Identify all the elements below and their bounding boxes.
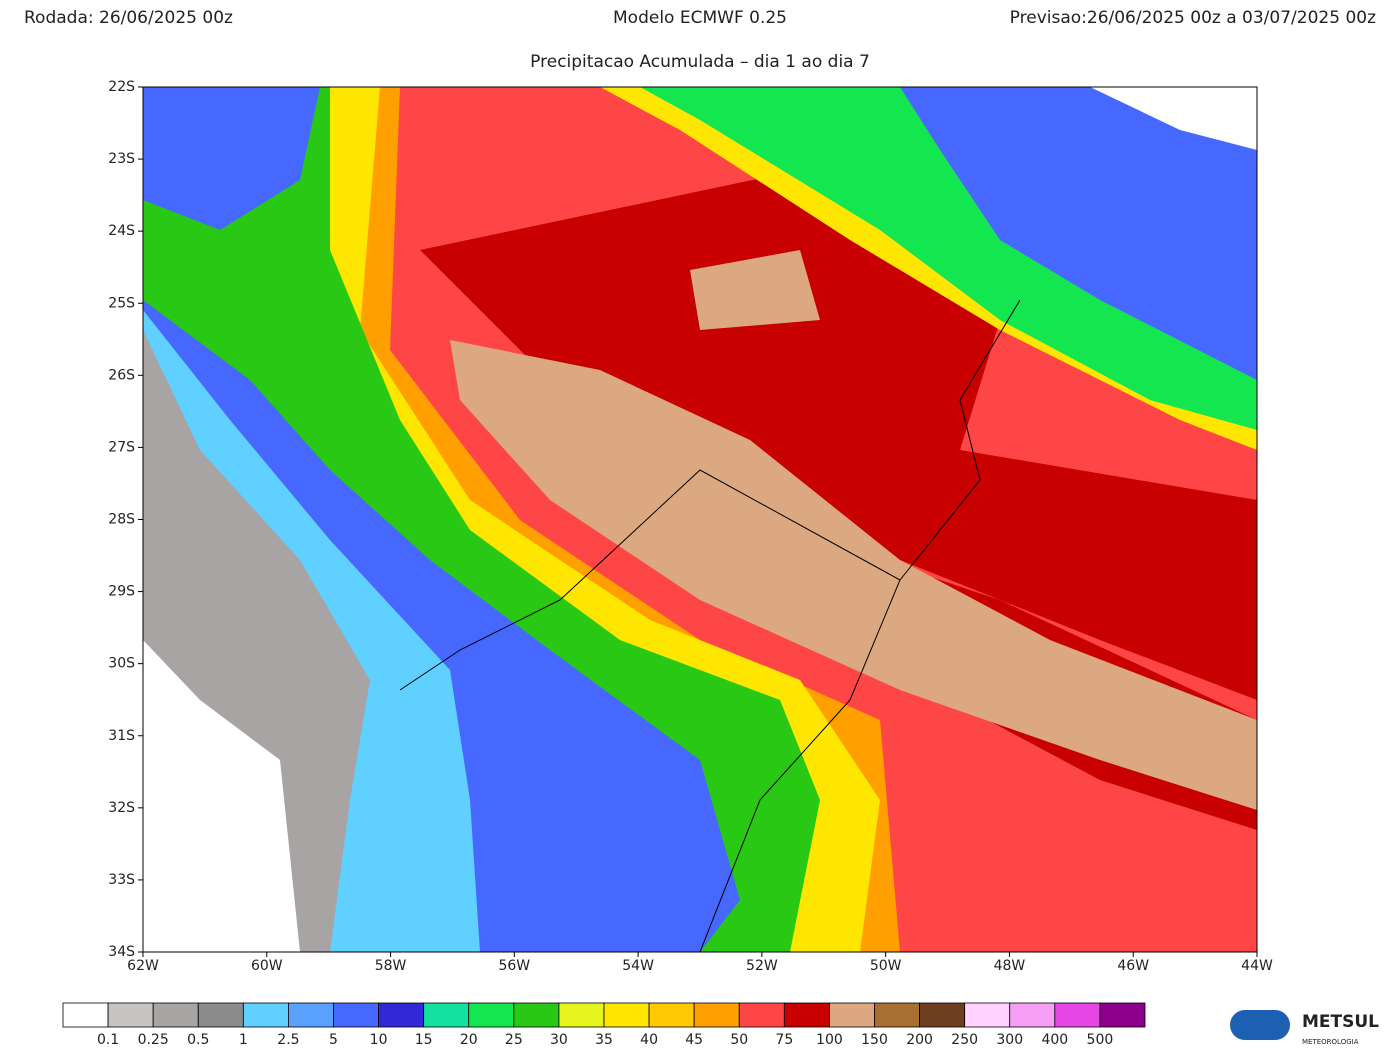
colorbar-swatch: [648, 1002, 695, 1028]
colorbar-label: 300: [996, 1032, 1023, 1048]
lon-label: 50W: [870, 958, 902, 974]
lon-label: 56W: [498, 958, 530, 974]
subtitle: Precipitacao Acumulada – dia 1 ao dia 7: [530, 52, 870, 72]
lon-label: 60W: [251, 958, 283, 974]
lat-label: 23S: [108, 151, 135, 167]
colorbar-swatch: [62, 1002, 109, 1028]
colorbar-swatch: [468, 1002, 515, 1028]
lon-label: 48W: [994, 958, 1026, 974]
lat-label: 31S: [108, 728, 135, 744]
lat-label: 32S: [108, 800, 135, 816]
model-label: Modelo ECMWF 0.25: [613, 8, 787, 28]
lat-label: 33S: [108, 872, 135, 888]
colorbar-label: 250: [951, 1032, 978, 1048]
colorbar-label: 45: [685, 1032, 703, 1048]
lat-label: 29S: [108, 584, 135, 600]
colorbar-label: 150: [861, 1032, 888, 1048]
colorbar-label: 200: [906, 1032, 933, 1048]
colorbar-label: 1: [239, 1032, 248, 1048]
colorbar-swatch: [1099, 1002, 1146, 1028]
logo-tagline: METEOROLOGIA: [1302, 1038, 1359, 1046]
colorbar-label: 5: [329, 1032, 338, 1048]
colorbar-swatch: [964, 1002, 1011, 1028]
lat-label: 34S: [108, 944, 135, 960]
colorbar-label: 10: [370, 1032, 388, 1048]
colorbar-label: 40: [640, 1032, 658, 1048]
lon-label: 62W: [127, 958, 159, 974]
colorbar-label: 400: [1041, 1032, 1068, 1048]
lon-label: 44W: [1241, 958, 1273, 974]
colorbar-swatch: [693, 1002, 740, 1028]
colorbar-swatch: [874, 1002, 920, 1028]
lon-label: 54W: [622, 958, 654, 974]
logo-globe: [1230, 1010, 1290, 1040]
colorbar-label: 25: [505, 1032, 523, 1048]
lon-label: 46W: [1117, 958, 1149, 974]
colorbar-label: 0.1: [97, 1032, 119, 1048]
lat-label: 25S: [108, 295, 135, 311]
lat-label: 28S: [108, 512, 135, 528]
colorbar-swatch: [783, 1002, 830, 1028]
colorbar-label: 100: [816, 1032, 843, 1048]
colorbar-label: 500: [1087, 1032, 1114, 1048]
lon-label: 58W: [375, 958, 407, 974]
colorbar-swatch: [919, 1002, 966, 1028]
colorbar-swatch: [333, 1002, 379, 1028]
colorbar-swatch: [738, 1002, 785, 1028]
lat-label: 27S: [108, 439, 135, 455]
colorbar-swatch: [603, 1002, 650, 1028]
logo-name: METSUL: [1302, 1012, 1379, 1032]
colorbar-label: 0.5: [187, 1032, 209, 1048]
colorbar-label: 0.25: [138, 1032, 169, 1048]
colorbar-swatch: [152, 1002, 199, 1028]
lat-label: 30S: [108, 656, 135, 672]
colorbar-label: 2.5: [277, 1032, 299, 1048]
colorbar-label: 50: [730, 1032, 748, 1048]
colorbar-swatch: [378, 1002, 425, 1028]
colorbar-swatch: [558, 1002, 605, 1028]
colorbar-swatch: [107, 1002, 154, 1028]
colorbar-label: 15: [415, 1032, 433, 1048]
lat-label: 22S: [108, 79, 135, 95]
colorbar-swatch: [197, 1002, 244, 1028]
colorbar-swatch: [1009, 1002, 1056, 1028]
lat-label: 24S: [108, 223, 135, 239]
colorbar-swatch: [1054, 1002, 1101, 1028]
colorbar-label: 30: [550, 1032, 568, 1048]
precip-field: [143, 87, 1257, 952]
lat-label: 26S: [108, 367, 135, 383]
colorbar-label: 75: [775, 1032, 793, 1048]
forecast-label: Previsao:26/06/2025 00z a 03/07/2025 00z: [1010, 8, 1376, 28]
colorbar-swatch: [513, 1002, 560, 1028]
lon-label: 52W: [746, 958, 778, 974]
colorbar-swatch: [829, 1002, 875, 1028]
colorbar-swatch: [288, 1002, 334, 1028]
colorbar-label: 20: [460, 1032, 478, 1048]
colorbar-label: 35: [595, 1032, 613, 1048]
run-label: Rodada: 26/06/2025 00z: [24, 8, 233, 28]
colorbar-swatch: [242, 1002, 289, 1028]
colorbar-swatch: [423, 1002, 470, 1028]
